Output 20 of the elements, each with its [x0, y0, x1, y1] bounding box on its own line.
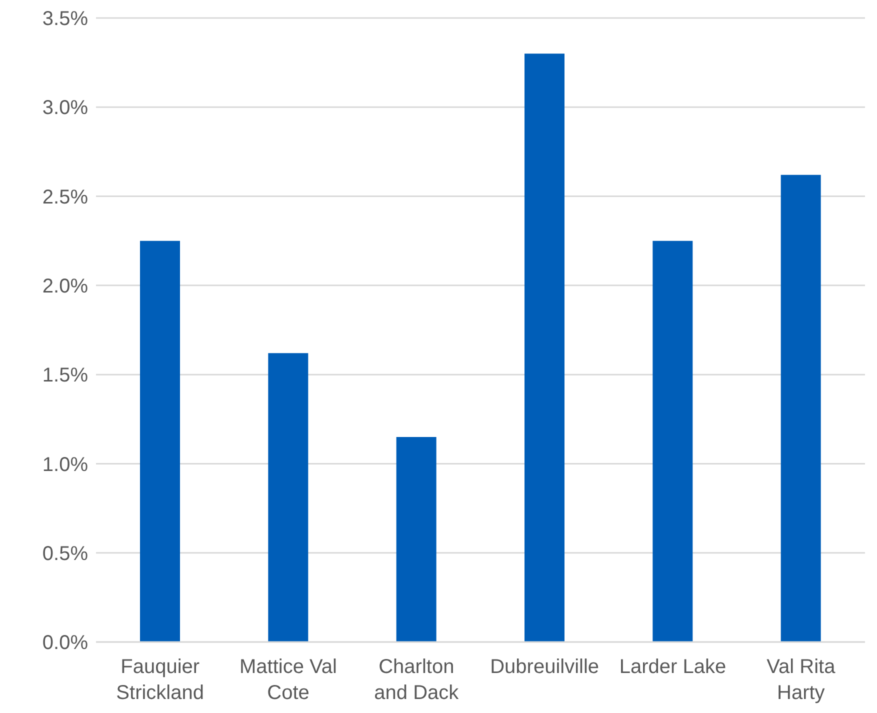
x-tick-label: Val Rita Harty: [766, 656, 836, 704]
x-tick-label: Larder Lake: [619, 656, 726, 678]
bar: [268, 353, 308, 642]
y-tick-label: 2.5%: [42, 186, 88, 208]
bar: [780, 174, 821, 642]
y-tick-label: 3.0%: [42, 97, 88, 120]
x-tick-label: Mattice Val Cote: [240, 656, 337, 704]
bar: [652, 240, 693, 642]
bar: [524, 54, 564, 642]
x-tick-label: Fauquier Strickland: [116, 656, 204, 704]
bar: [140, 240, 180, 642]
y-tick-label: 3.5%: [42, 8, 88, 30]
bar: [396, 436, 436, 642]
y-tick-label: 0.0%: [42, 632, 88, 654]
y-tick-label: 1.0%: [42, 454, 88, 476]
y-tick-label: 0.5%: [42, 542, 88, 565]
y-tick-label: 1.5%: [42, 364, 88, 387]
x-tick-label: Charlton and Dack: [374, 656, 460, 704]
y-tick-label: 2.0%: [42, 276, 88, 298]
x-tick-label: Dubreuilville: [490, 656, 600, 678]
